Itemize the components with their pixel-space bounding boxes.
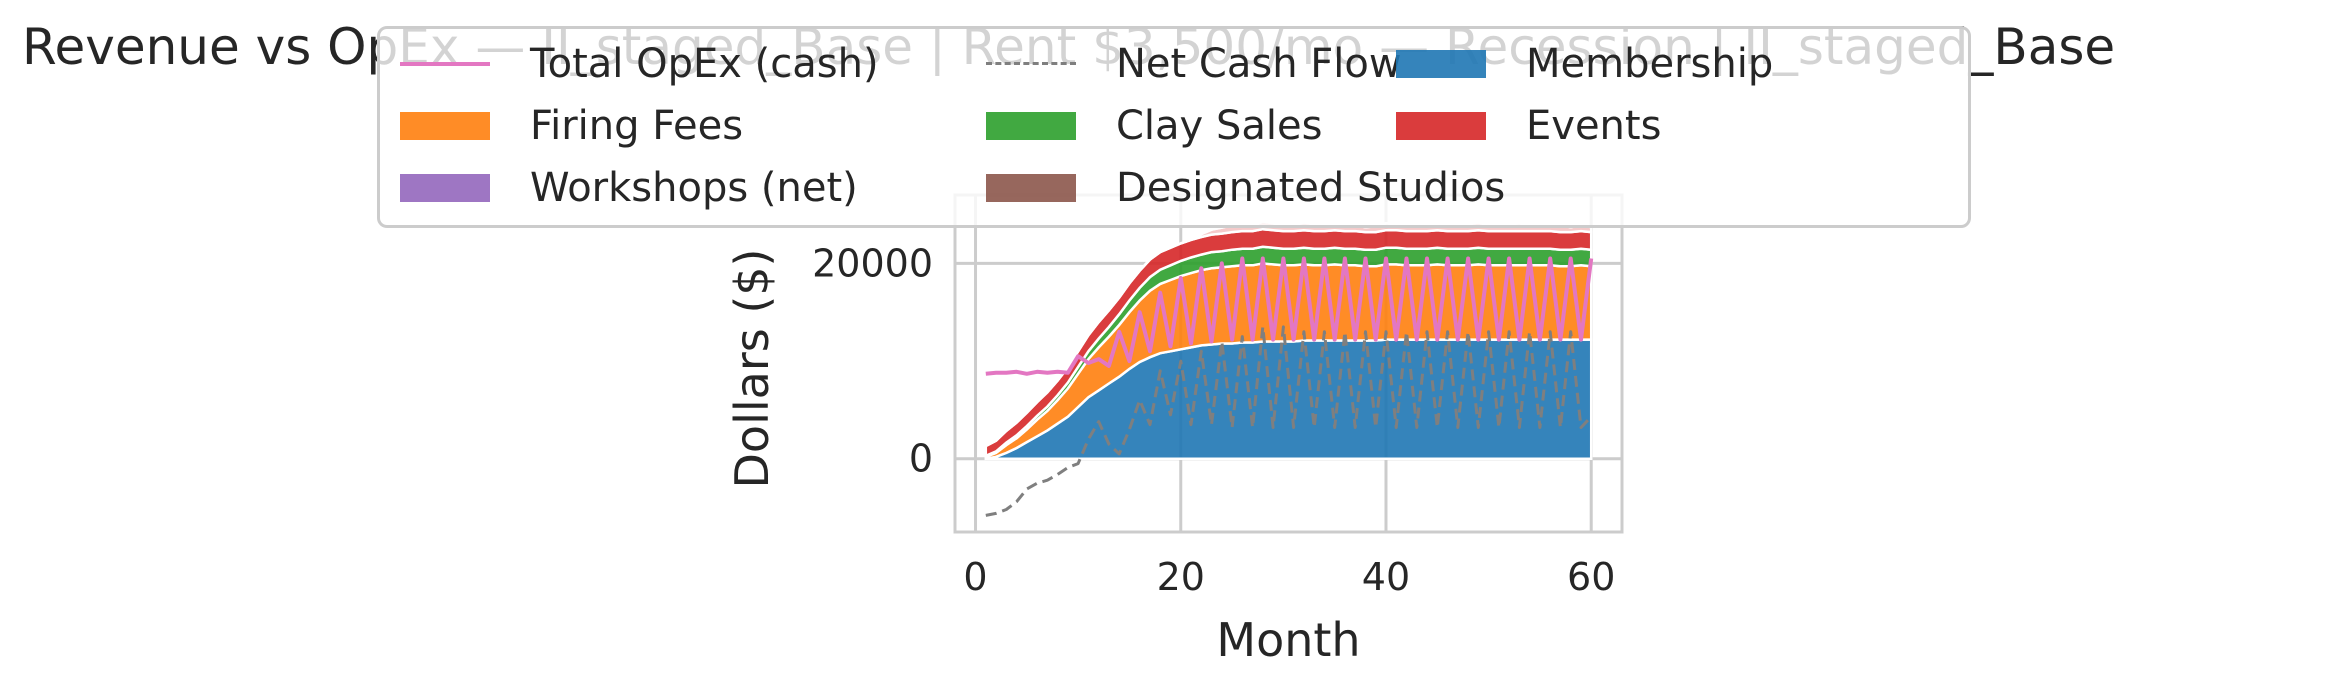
x-tick-label: 60 (1567, 555, 1615, 599)
x-tick-label: 40 (1362, 555, 1410, 599)
line-total-opex-cash (985, 256, 1594, 376)
legend-label: Workshops (net) (530, 165, 858, 211)
legend-swatch (986, 112, 1076, 140)
legend-label: Clay Sales (1116, 103, 1323, 149)
legend-swatch (400, 50, 490, 78)
legend-swatch (400, 174, 490, 202)
legend-label: Designated Studios (1116, 165, 1506, 211)
legend-item-workshops-net: Workshops (net) (400, 163, 858, 213)
legend-item-membership: Membership (1396, 39, 1773, 89)
line-series (985, 256, 1594, 517)
legend-swatch (986, 174, 1076, 202)
y-axis-label: Dollars ($) (725, 249, 779, 489)
y-tick-label: 0 (909, 437, 933, 481)
legend-label: Total OpEx (cash) (530, 41, 879, 87)
legend-item-firing-fees: Firing Fees (400, 101, 743, 151)
legend-label: Firing Fees (530, 103, 744, 149)
legend-swatch (986, 50, 1076, 78)
legend-item-events: Events (1396, 101, 1661, 151)
x-tick-label: 0 (963, 555, 987, 599)
legend-swatch (1396, 50, 1486, 78)
legend-label: Membership (1526, 41, 1774, 87)
legend: Total OpEx (cash) Firing Fees Workshops (n… (377, 26, 1971, 228)
legend-swatch (400, 112, 490, 140)
x-axis-label: Month (1216, 613, 1360, 667)
legend-item-designated-studios: Designated Studios (986, 163, 1505, 213)
tick-labels: 0 20 40 60 0 20000 (812, 241, 1615, 599)
legend-label: Net Cash Flow (1116, 41, 1402, 87)
legend-item-total-opex-cash: Total OpEx (cash) (400, 39, 879, 89)
legend-item-net-cash-flow: Net Cash Flow (986, 39, 1402, 89)
legend-item-clay-sales: Clay Sales (986, 101, 1322, 151)
line-net-cash-flow (985, 325, 1593, 517)
legend-label: Events (1526, 103, 1662, 149)
legend-swatch (1396, 112, 1486, 140)
y-tick-label: 20000 (812, 241, 933, 285)
x-tick-label: 20 (1157, 555, 1205, 599)
